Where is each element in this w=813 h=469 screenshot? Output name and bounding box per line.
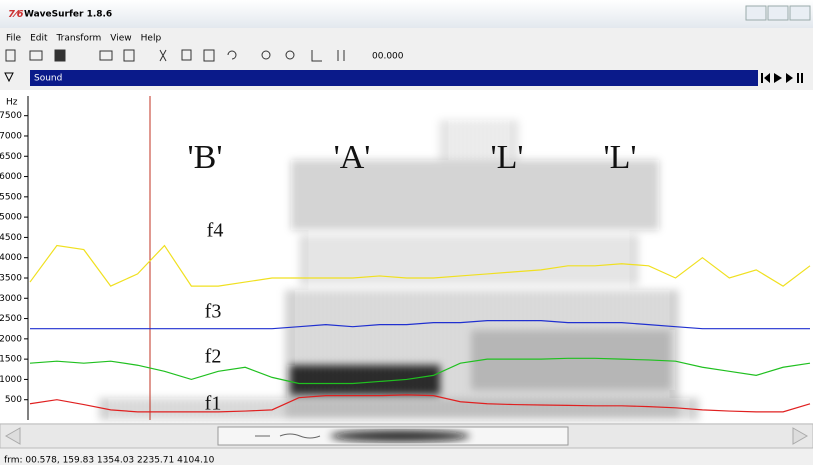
window-controls[interactable]: [746, 6, 810, 20]
y-tick-label: 3000: [0, 294, 22, 304]
y-tick-label: 1500: [0, 355, 22, 365]
y-tick-label: 5000: [0, 213, 22, 223]
y-axis-label: Hz: [6, 98, 18, 108]
pane-title: Sound: [34, 74, 62, 84]
y-tick-label: 3500: [0, 273, 22, 283]
status-bar: frm: 00.578, 159.83 1354.03 2235.71 4104…: [4, 456, 215, 466]
y-tick-label: 4000: [0, 253, 22, 263]
y-tick-label: 500: [5, 395, 22, 405]
body: 7⁄6 WaveSurfer 1.8.6 File Edit Transform Vi…: [0, 0, 813, 465]
y-tick-label: 2000: [0, 334, 22, 344]
y-tick-label: 6000: [0, 172, 22, 182]
formant-label: f2: [205, 346, 222, 368]
menu-item[interactable]: View: [110, 34, 131, 44]
menu-item[interactable]: Edit: [30, 34, 48, 44]
window-title: WaveSurfer 1.8.6: [24, 10, 112, 20]
y-tick-label: 5500: [0, 192, 22, 202]
formant-label: f3: [205, 301, 222, 323]
y-tick-label: 7000: [0, 131, 22, 141]
time-display: 00.000: [372, 52, 404, 62]
y-tick-label: 6500: [0, 152, 22, 162]
menu-item[interactable]: File: [6, 34, 22, 44]
app-icon: 7⁄6: [8, 9, 24, 20]
segment-annotation: 'L': [603, 139, 636, 176]
y-tick-label: 4500: [0, 233, 22, 243]
y-tick-label: 7500: [0, 111, 22, 121]
y-tick-label: 1000: [0, 375, 22, 385]
app-window: 7⁄6 WaveSurfer 1.8.6 File Edit Transform Vi…: [0, 0, 813, 465]
pane-title-bar: [30, 70, 758, 86]
formant-label: f4: [207, 220, 224, 242]
formant-label: f1: [205, 393, 222, 415]
segment-annotation: 'A': [334, 139, 371, 176]
segment-annotation: 'B': [188, 139, 223, 176]
menu-item[interactable]: Help: [141, 34, 162, 44]
page: {"window": {"title": "WaveSurfer 1.8.6"}…: [0, 0, 813, 465]
overview-blob: [330, 430, 470, 442]
y-tick-label: 2500: [0, 314, 22, 324]
menu-item[interactable]: Transform: [56, 34, 102, 44]
segment-annotation: 'L': [490, 139, 523, 176]
title-bar: [0, 0, 813, 28]
